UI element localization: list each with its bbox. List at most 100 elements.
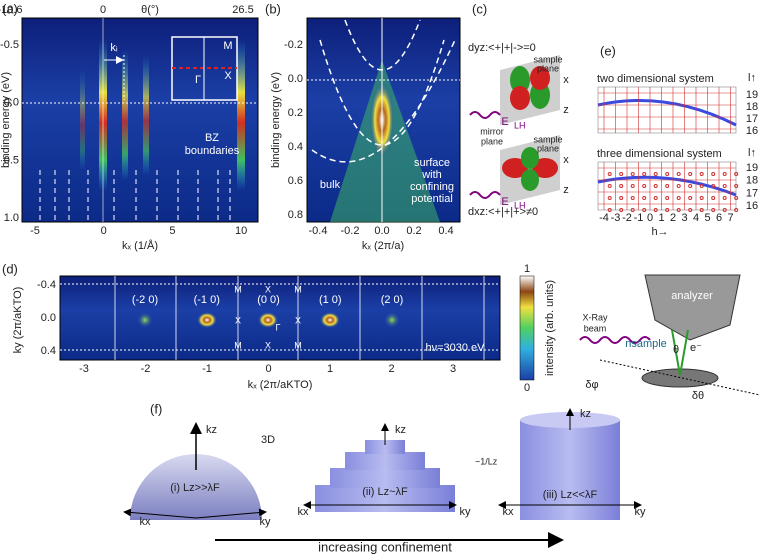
tick-label: 0.2 bbox=[288, 107, 303, 119]
tick-label: 1 bbox=[327, 363, 333, 375]
tick-label: 0 bbox=[265, 363, 271, 375]
annotation: e⁻ bbox=[690, 342, 702, 354]
panel-c-drawing bbox=[469, 55, 560, 205]
lattice-point bbox=[642, 208, 647, 212]
tick-label: -0.5 bbox=[0, 39, 19, 51]
bz-point: Γ bbox=[195, 74, 201, 86]
tick-label: -2 bbox=[622, 212, 632, 224]
lattice-point bbox=[699, 196, 704, 200]
tick-label: 18 bbox=[746, 175, 758, 187]
lattice-point bbox=[711, 208, 716, 212]
tick-label: 0.5 bbox=[4, 154, 19, 166]
tick-label: -5 bbox=[30, 225, 40, 237]
tick-label: 19 bbox=[746, 162, 758, 174]
tick-label: 16 bbox=[746, 125, 758, 137]
lattice-point bbox=[722, 172, 727, 176]
tick-label: -0.4 bbox=[309, 225, 328, 237]
annotation: ~1/Lz bbox=[475, 456, 498, 466]
tick-label: 0.0 bbox=[288, 73, 303, 85]
annotation: plane bbox=[481, 136, 503, 146]
field-label: LH bbox=[514, 200, 526, 210]
lattice-point bbox=[619, 208, 624, 212]
lattice-point bbox=[688, 172, 693, 176]
axis-name: kz bbox=[206, 424, 217, 436]
axis-name: x bbox=[563, 74, 569, 86]
annotation: δφ bbox=[585, 379, 598, 391]
panel-label: (a) bbox=[2, 1, 18, 16]
bz-point: X bbox=[265, 284, 271, 294]
panel-a-plot bbox=[21, 17, 259, 223]
tick-label: 10 bbox=[235, 225, 247, 237]
lattice-point bbox=[665, 184, 670, 188]
lattice-point bbox=[722, 184, 727, 188]
case-label: (ii) Lz~λF bbox=[362, 486, 408, 498]
axis-name: kx bbox=[298, 506, 310, 518]
annotation: plane bbox=[537, 143, 559, 153]
bz-point: M bbox=[294, 284, 302, 294]
axis-label: kₓ (2π/a) bbox=[362, 240, 404, 252]
axis-label: kₓ (2π/aKTO) bbox=[248, 379, 313, 391]
bz-point: X bbox=[265, 340, 271, 350]
tick-label: 18 bbox=[746, 101, 758, 113]
axis-name: ky bbox=[635, 506, 647, 518]
field-label: E bbox=[501, 196, 508, 208]
lattice-point bbox=[699, 172, 704, 176]
tick-label: -3 bbox=[611, 212, 621, 224]
spot-label: (-2 0) bbox=[132, 294, 158, 306]
axis-label: l↑ bbox=[748, 147, 756, 159]
bz-point: X bbox=[235, 315, 241, 325]
lattice-point bbox=[711, 196, 716, 200]
annotation: plane bbox=[537, 63, 559, 73]
field-label: E bbox=[501, 116, 508, 128]
lattice-point bbox=[676, 184, 681, 188]
tick-label: 0.0 bbox=[4, 97, 19, 109]
case-label: (i) Lz>>λF bbox=[170, 482, 220, 494]
axis-label: l↑ bbox=[748, 72, 756, 84]
spot-label: (0 0) bbox=[257, 294, 280, 306]
annotation: δθ bbox=[692, 390, 704, 402]
annotation: bulk bbox=[320, 179, 341, 191]
lattice-point bbox=[722, 196, 727, 200]
tick-label: 17 bbox=[746, 187, 758, 199]
field-label: LH bbox=[514, 120, 526, 130]
annotation: X-Ray bbox=[582, 312, 608, 322]
lattice-point bbox=[676, 208, 681, 212]
panel-b-plot bbox=[306, 17, 461, 223]
orbital-label: dxz:<+|+|+>≠0 bbox=[468, 206, 538, 218]
lattice-point bbox=[642, 196, 647, 200]
panel-label: (f) bbox=[150, 401, 162, 416]
annotation: confining bbox=[410, 181, 454, 193]
tick-label: 0 bbox=[100, 4, 106, 16]
tick-label: 4 bbox=[693, 212, 699, 224]
lattice-point bbox=[630, 172, 635, 176]
tick-label: 0 bbox=[101, 225, 107, 237]
tick-label: 19 bbox=[746, 89, 758, 101]
lattice-point bbox=[653, 172, 658, 176]
tick-label: -0.2 bbox=[341, 225, 360, 237]
axis-name: z bbox=[563, 184, 569, 196]
axis-name: kx bbox=[503, 506, 515, 518]
tick-label: 0.4 bbox=[41, 345, 56, 357]
annotation: 3D bbox=[261, 434, 275, 446]
lattice-point bbox=[607, 184, 612, 188]
lattice-point bbox=[619, 172, 624, 176]
tick-label: 2 bbox=[388, 363, 394, 375]
annotation: kᵢ bbox=[110, 42, 118, 54]
tick-label: 6 bbox=[716, 212, 722, 224]
tick-label: 0.0 bbox=[374, 225, 389, 237]
tick-label: 0.8 bbox=[288, 209, 303, 221]
lattice-point bbox=[688, 196, 693, 200]
annotation: BZ bbox=[205, 132, 219, 144]
annotation: nsample bbox=[625, 338, 667, 350]
tick-label: 17 bbox=[746, 113, 758, 125]
tick-label: 1.0 bbox=[4, 212, 19, 224]
bz-point: X bbox=[224, 70, 232, 82]
lattice-point bbox=[665, 172, 670, 176]
axis-name: ky bbox=[460, 506, 472, 518]
annotation: sample bbox=[533, 134, 562, 144]
panel-label: (d) bbox=[2, 261, 18, 276]
lattice-point bbox=[734, 208, 739, 212]
annotation: surface bbox=[414, 157, 450, 169]
tick-label: 2 bbox=[670, 212, 676, 224]
axis-name: kz bbox=[395, 424, 406, 436]
